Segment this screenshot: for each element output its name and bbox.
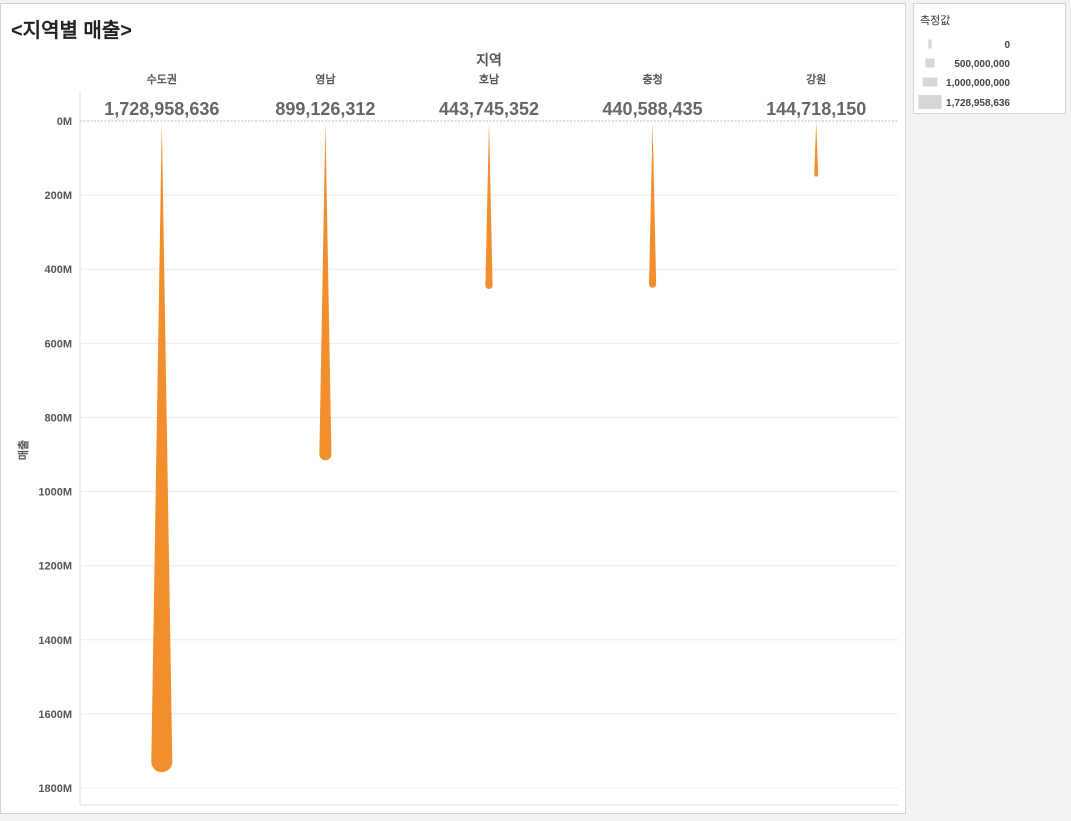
legend-entry-label: 1,000,000,000 — [946, 78, 1010, 89]
category-label: 영남 — [315, 73, 335, 86]
legend-size-swatch — [918, 95, 942, 109]
data-label: 443,745,352 — [439, 99, 539, 119]
legend-entry-label: 500,000,000 — [954, 59, 1010, 70]
y-tick-label: 200M — [44, 190, 72, 202]
chart-canvas: 0M 200M 400M 600M 800M 1000M 1200M 1400M 1600M 18… — [16, 52, 898, 806]
category-label: 강원 — [806, 72, 826, 86]
legend-entry-label: 0 — [1004, 40, 1010, 51]
data-label: 1,728,958,636 — [104, 99, 219, 119]
data-label: 440,588,435 — [603, 99, 703, 119]
y-tick-label: 400M — [44, 264, 72, 276]
category-label: 수도권 — [147, 73, 177, 86]
chart-sheet: <지역별 매출> 0M 200M 400M 600M 800M 1000M 1200M 140… — [0, 3, 906, 814]
legend-entry-label: 1,728,958,636 — [946, 98, 1010, 109]
category-label: 충청 — [642, 72, 662, 86]
legend-canvas: 0 500,000,000 1,000,000,000 1,728,958,636 — [918, 39, 1010, 109]
bar-mark — [649, 122, 657, 288]
y-tick-label: 1200M — [38, 561, 72, 573]
y-axis-title: 매출 — [16, 440, 30, 460]
legend-size-swatch — [928, 39, 932, 49]
legend-size-swatch — [925, 58, 935, 68]
y-tick-label: 0M — [57, 116, 72, 128]
y-tick-label: 1400M — [38, 635, 72, 647]
y-tick-label: 1000M — [38, 487, 72, 499]
legend-size-swatch — [922, 77, 938, 87]
y-tick-label: 600M — [44, 338, 72, 350]
category-label: 호남 — [479, 72, 499, 86]
y-tick-label: 1600M — [38, 709, 72, 721]
bar-mark — [485, 122, 493, 290]
bar-mark — [319, 122, 332, 461]
data-label: 144,718,150 — [766, 99, 866, 119]
x-axis-title: 지역 — [476, 52, 502, 68]
bar-mark — [151, 122, 173, 773]
size-legend: 측정값 0 500,000,000 1,000,000,000 1,728,958,6… — [913, 3, 1066, 114]
bar-mark — [814, 122, 819, 177]
legend-title: 측정값 — [920, 15, 951, 27]
y-tick-label: 800M — [44, 412, 72, 424]
y-tick-label: 1800M — [38, 783, 72, 795]
chart-title: <지역별 매출> — [11, 20, 132, 42]
data-label: 899,126,312 — [275, 99, 375, 119]
